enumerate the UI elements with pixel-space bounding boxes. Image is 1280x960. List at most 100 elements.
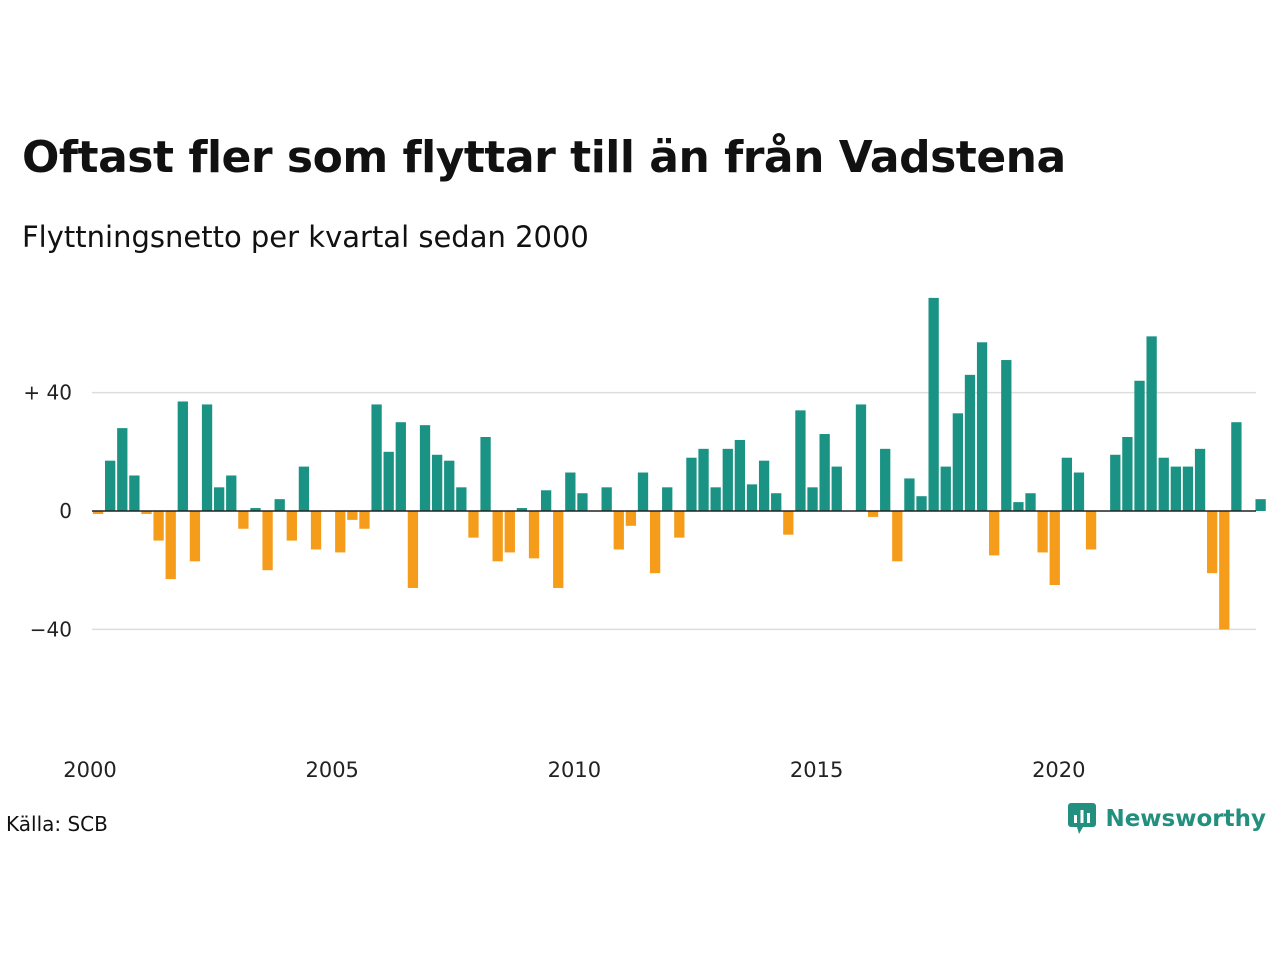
bar-negative <box>528 511 540 559</box>
bar-positive <box>831 466 842 511</box>
newsworthy-logo-icon <box>1068 803 1097 834</box>
x-tick-label: 2010 <box>548 758 601 782</box>
bar-negative <box>153 511 164 541</box>
bar-positive <box>722 448 733 511</box>
bar-positive <box>201 404 213 511</box>
bar-positive <box>795 410 806 511</box>
bar-negative <box>867 511 879 517</box>
bar-positive <box>129 475 140 511</box>
bar-positive <box>274 499 285 511</box>
bar-positive <box>807 487 818 511</box>
bar-negative <box>238 511 249 529</box>
bar-positive <box>758 460 770 511</box>
bar-positive <box>540 490 552 511</box>
bar-negative <box>1085 511 1097 550</box>
bar-positive <box>698 448 709 511</box>
bar-negative <box>347 511 358 520</box>
bar-positive <box>1146 336 1157 511</box>
bar-positive <box>1073 472 1085 511</box>
bar-negative <box>92 511 104 514</box>
bar-positive <box>565 472 576 511</box>
bar-negative <box>141 511 152 514</box>
bar-positive <box>1170 466 1181 511</box>
bar-negative <box>492 511 503 562</box>
gridlines <box>92 391 1256 631</box>
bar-negative <box>1207 511 1218 574</box>
bar-positive <box>746 484 758 511</box>
chart-subtitle: Flyttningsnetto per kvartal sedan 2000 <box>22 220 589 254</box>
bar-positive <box>1134 380 1145 511</box>
bar-negative <box>1049 511 1060 585</box>
bar-positive <box>480 437 491 511</box>
bar-positive <box>444 460 455 511</box>
bar-positive <box>371 404 382 511</box>
bar-positive <box>976 342 988 511</box>
brand-logo[interactable]: Newsworthy <box>1067 802 1266 836</box>
bar-positive <box>952 413 964 511</box>
bar-positive <box>177 401 188 511</box>
x-tick-label: 2005 <box>305 758 358 782</box>
bar-negative <box>468 511 479 538</box>
bar-negative <box>286 511 297 541</box>
bar-negative <box>165 511 176 580</box>
bar-positive <box>1061 457 1072 511</box>
bar-positive <box>395 422 406 511</box>
bar-positive <box>1122 437 1133 511</box>
bar-positive <box>734 439 746 511</box>
bar-positive <box>577 493 588 511</box>
x-tick-label: 2000 <box>63 758 116 782</box>
bar-negative <box>1037 511 1048 553</box>
x-tick-label: 2020 <box>1032 758 1085 782</box>
bar-positive <box>819 434 830 511</box>
bar-positive <box>904 478 915 511</box>
bar-negative <box>189 511 201 562</box>
bar-positive <box>916 496 927 511</box>
bar-negative <box>649 511 661 574</box>
bar-positive <box>1025 493 1036 511</box>
bar-positive <box>637 472 649 511</box>
bar-chart: −40 0 + 40 2000 2005 2010 2015 2020 <box>23 297 1266 782</box>
bar-positive <box>964 374 976 511</box>
bar-negative <box>553 511 564 588</box>
bar-positive <box>855 404 867 511</box>
bar-positive <box>940 466 951 511</box>
y-tick-label: −40 <box>30 617 72 641</box>
bar-positive <box>431 454 443 511</box>
bar-positive <box>686 457 697 511</box>
bar-positive <box>1194 448 1206 511</box>
bar-positive <box>928 297 939 511</box>
bar-negative <box>674 511 685 538</box>
bar-negative <box>262 511 273 571</box>
bar-negative <box>625 511 637 526</box>
bar-positive <box>601 487 612 511</box>
bar-positive <box>250 508 261 511</box>
bar-positive <box>105 460 116 511</box>
bar-negative <box>335 511 346 553</box>
y-tick-label: + 40 <box>23 381 72 405</box>
bar-negative <box>783 511 794 535</box>
bar-negative <box>504 511 515 553</box>
bar-positive <box>383 451 394 511</box>
bar-positive <box>456 487 467 511</box>
bar-positive <box>298 466 310 511</box>
bar-positive <box>1001 360 1012 511</box>
bar-positive <box>117 428 128 511</box>
chart-title: Oftast fler som flyttar till än från Vad… <box>22 132 1066 183</box>
bar-positive <box>1182 466 1194 511</box>
bar-negative <box>407 511 419 588</box>
bar-positive <box>1110 454 1121 511</box>
axes: −40 0 + 40 2000 2005 2010 2015 2020 <box>23 381 1256 782</box>
x-tick-label: 2015 <box>790 758 843 782</box>
brand-name: Newsworthy <box>1105 806 1266 832</box>
bar-negative <box>359 511 370 529</box>
bar-negative <box>989 511 1000 556</box>
bar-positive <box>516 508 528 511</box>
bar-positive <box>1231 422 1242 511</box>
bar-negative <box>1219 511 1230 630</box>
bar-positive <box>880 448 891 511</box>
source-note: Källa: SCB <box>6 812 108 836</box>
bar-positive <box>214 487 225 511</box>
bar-negative <box>613 511 624 550</box>
y-tick-label: 0 <box>59 499 72 523</box>
bar-positive <box>1158 457 1169 511</box>
